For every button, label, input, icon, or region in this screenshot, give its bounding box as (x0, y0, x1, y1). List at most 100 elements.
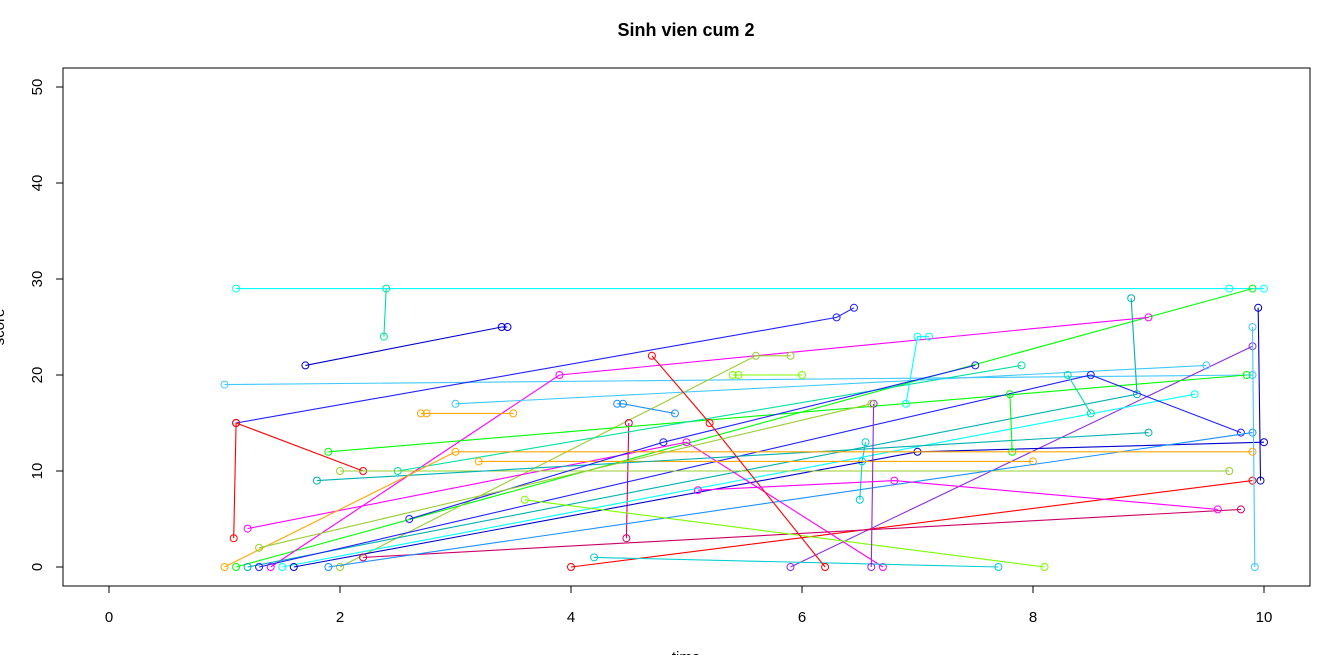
data-point (509, 409, 518, 418)
x-axis: 0 2 4 6 8 10 (105, 585, 1272, 626)
data-point (405, 515, 414, 523)
data-point (451, 447, 460, 456)
data-point (734, 371, 743, 379)
y-tick-label: 10 (29, 463, 46, 480)
data-point (867, 563, 876, 571)
series-3 (220, 371, 1257, 389)
series-line (224, 374, 1253, 386)
series-32 (902, 332, 933, 408)
data-point (694, 486, 702, 495)
series-line (316, 432, 1149, 482)
series-39 (694, 476, 1222, 514)
data-point (861, 438, 870, 447)
series-line (282, 393, 1195, 568)
data-point (1213, 505, 1222, 514)
x-tick-label: 8 (1029, 609, 1037, 626)
data-point (503, 323, 512, 331)
data-point (301, 361, 310, 370)
data-point (613, 399, 622, 408)
series-8 (416, 409, 518, 418)
data-point (1086, 409, 1095, 418)
data-point (1190, 390, 1199, 399)
series-line (524, 499, 1045, 568)
data-point (832, 313, 841, 322)
data-point (850, 303, 858, 312)
series-line (383, 288, 387, 337)
series-16 (278, 390, 1199, 571)
series-line (1251, 326, 1256, 568)
data-point (971, 361, 980, 370)
series-line (247, 441, 884, 568)
data-point (422, 409, 431, 418)
data-point (336, 563, 344, 571)
series-line (1257, 307, 1262, 481)
series-2 (379, 284, 391, 341)
data-point (1005, 390, 1014, 399)
data-point (1248, 323, 1257, 331)
data-point (324, 563, 333, 571)
y-tick-label: 50 (29, 79, 46, 96)
data-point (659, 438, 668, 447)
series-line (570, 480, 1253, 568)
series-28 (324, 428, 1257, 571)
data-point (1063, 371, 1072, 379)
data-point (682, 438, 691, 447)
data-point (590, 553, 599, 562)
series-line (651, 355, 826, 568)
data-point (312, 476, 321, 485)
data-point (1225, 467, 1234, 475)
data-point (1236, 505, 1245, 514)
data-point (255, 543, 264, 552)
data-point (751, 351, 760, 360)
x-tick-label: 0 (105, 609, 113, 626)
y-tick-label: 20 (29, 367, 46, 384)
data-point (278, 563, 287, 571)
data-point (902, 399, 910, 408)
data-point (1254, 303, 1263, 312)
data-point (243, 563, 252, 571)
series-line (270, 316, 1149, 568)
series-line (905, 336, 929, 404)
series-1 (232, 284, 1257, 571)
series-line (363, 508, 1241, 558)
data-point (1144, 428, 1153, 437)
data-point (786, 351, 795, 360)
data-point (416, 409, 425, 418)
data-point (497, 323, 506, 331)
series-24 (474, 457, 1037, 466)
data-point (255, 563, 264, 571)
series-5 (232, 303, 858, 427)
data-point (1202, 361, 1211, 370)
data-point (379, 332, 388, 341)
series-0 (232, 284, 1268, 293)
data-point (451, 399, 460, 408)
data-point (855, 495, 864, 504)
data-point (1248, 428, 1257, 437)
series-4 (301, 323, 512, 370)
series-line (697, 480, 1218, 510)
series-line (790, 345, 1253, 568)
data-point (671, 409, 679, 418)
data-point (567, 563, 575, 571)
x-tick-label: 4 (567, 609, 575, 626)
series-33 (1005, 390, 1017, 456)
series-line (594, 556, 999, 568)
series-line (328, 374, 1247, 453)
data-point (336, 467, 344, 475)
series-27 (359, 505, 1245, 562)
series-line (1067, 374, 1092, 414)
data-point (359, 553, 368, 562)
series-line (397, 364, 1022, 472)
data-point (705, 419, 714, 427)
data-point (1248, 447, 1257, 456)
data-point (289, 563, 298, 571)
data-point (1250, 563, 1259, 571)
data-point (555, 371, 564, 379)
data-point (220, 380, 229, 389)
x-tick-label: 2 (336, 609, 344, 626)
series-30 (590, 553, 1003, 571)
data-point (1248, 284, 1257, 293)
data-point (1236, 428, 1245, 437)
data-point (798, 371, 806, 379)
